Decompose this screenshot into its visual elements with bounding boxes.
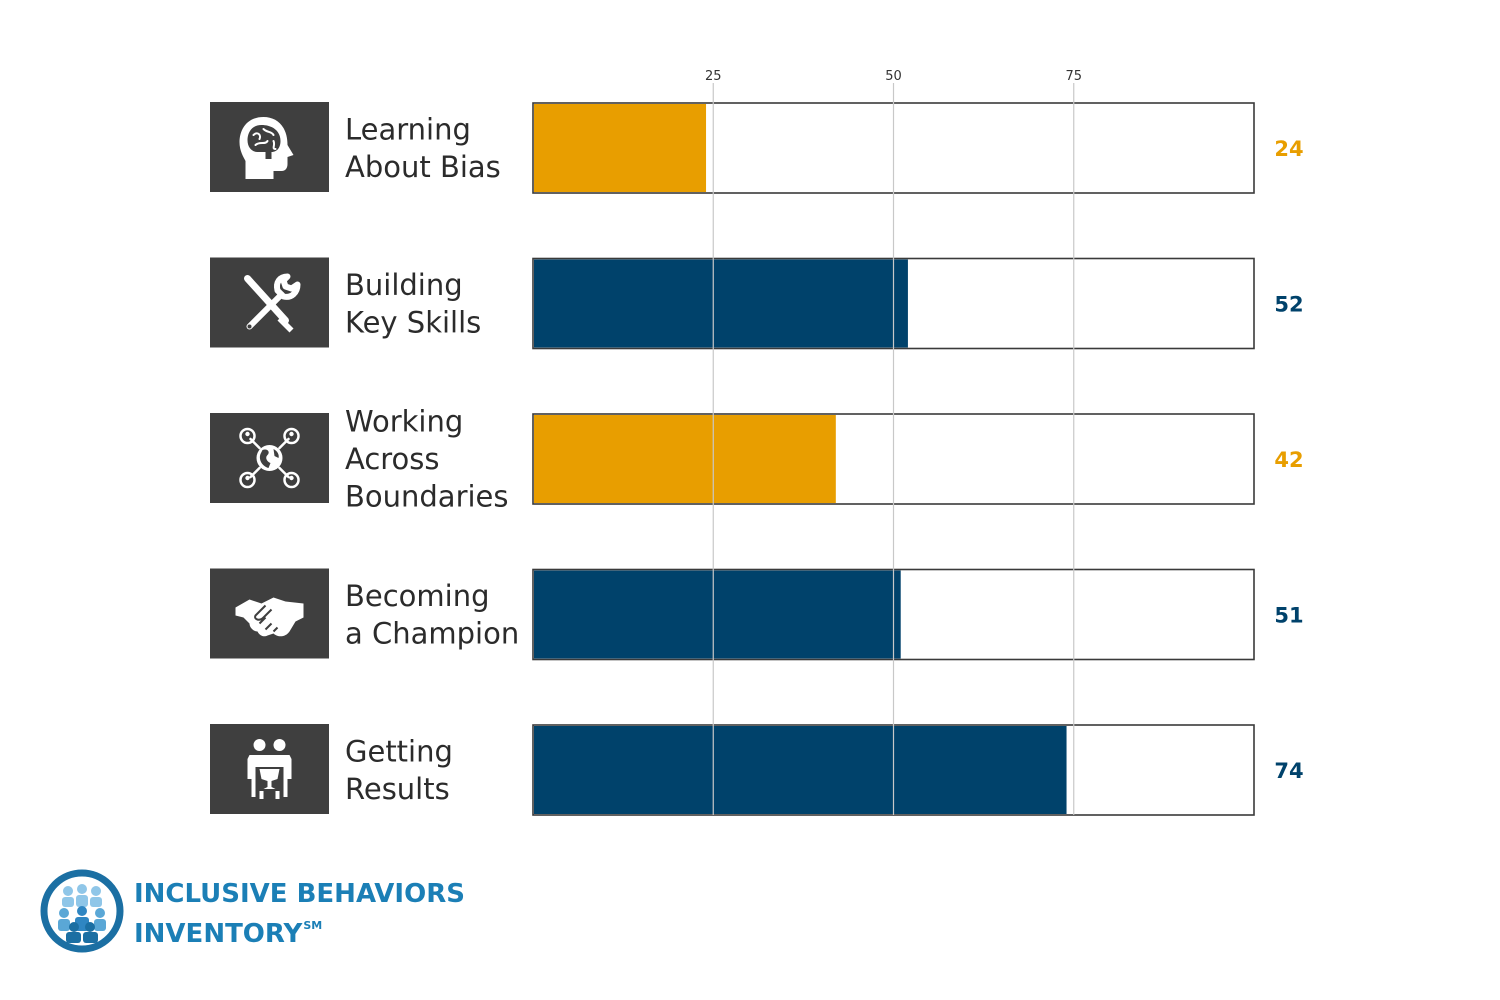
- category-label: Across: [345, 442, 440, 476]
- value-label: 52: [1274, 293, 1303, 317]
- category-label: Building: [345, 268, 463, 302]
- value-label: 24: [1274, 137, 1303, 161]
- logo-text: INCLUSIVE BEHAVIORS INVENTORYSM: [134, 879, 465, 950]
- value-label: 51: [1274, 604, 1303, 628]
- category-label: Getting: [345, 734, 453, 768]
- logo-line-1: INCLUSIVE BEHAVIORS: [134, 879, 465, 909]
- category-label: Becoming: [345, 579, 490, 613]
- category-label: Learning: [345, 112, 471, 146]
- category-label: Boundaries: [345, 480, 509, 514]
- x-tick-label: 25: [705, 69, 722, 84]
- category-label: About Bias: [345, 150, 501, 184]
- service-mark: SM: [303, 919, 323, 932]
- logo-line-2: INVENTORYSM: [134, 910, 465, 950]
- bar: [534, 259, 908, 348]
- x-tick-label: 75: [1065, 69, 1082, 84]
- logo-line-2-text: INVENTORY: [134, 919, 303, 949]
- bar: [534, 415, 836, 503]
- category-label: Results: [345, 772, 450, 806]
- bar: [534, 570, 901, 659]
- value-label: 42: [1274, 448, 1303, 472]
- category-label: a Champion: [345, 616, 519, 650]
- bar: [534, 726, 1067, 814]
- category-label: Working: [345, 405, 463, 439]
- x-tick-label: 50: [885, 69, 902, 84]
- chart-row: Learning About Bias 24: [210, 102, 1304, 194]
- logo: INCLUSIVE BEHAVIORS INVENTORYSM: [40, 869, 500, 959]
- x-axis-ticks: 25 50 75: [705, 69, 1082, 84]
- category-label: Key Skills: [345, 305, 481, 339]
- value-label: 74: [1274, 759, 1303, 783]
- people-logo-icon: [40, 869, 124, 953]
- chart-row: Getting Results 74: [210, 724, 1304, 816]
- gridlines-overlay: [712, 83, 1075, 815]
- bar: [534, 104, 707, 192]
